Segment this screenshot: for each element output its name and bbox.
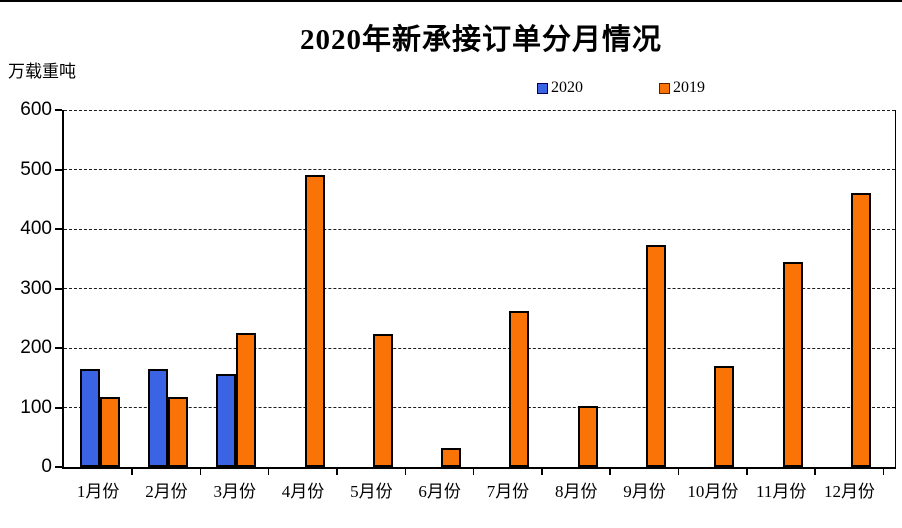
x-axis-label-7月份: 7月份 bbox=[486, 482, 530, 501]
x-axis-label-12月份: 12月份 bbox=[823, 482, 875, 501]
x-axis-tick-mark-8 bbox=[609, 467, 611, 475]
y-axis-unit-label: 万载重吨 bbox=[8, 62, 76, 81]
legend-swatch-2020-icon bbox=[537, 82, 548, 94]
y-axis-tick-label-500: 500 bbox=[20, 158, 52, 180]
y-axis-tick-label-600: 600 bbox=[20, 99, 52, 120]
y-axis-tick-mark-100 bbox=[55, 406, 62, 409]
y-axis-tick-label-300: 300 bbox=[20, 277, 52, 299]
bar-2020-3月份 bbox=[216, 373, 237, 467]
gridline-400 bbox=[64, 228, 895, 230]
y-axis-tick-label-0: 0 bbox=[41, 456, 52, 477]
legend-swatch-2019-icon bbox=[659, 82, 670, 94]
y-axis-tick-label-200: 200 bbox=[20, 337, 52, 358]
x-axis-label-1月份: 1月份 bbox=[76, 482, 120, 501]
y-axis-tick-label-100: 100 bbox=[20, 396, 52, 418]
x-axis-tick-mark-11 bbox=[814, 467, 816, 475]
y-axis-tick-label-400: 400 bbox=[20, 218, 52, 239]
y-axis-tick-mark-200 bbox=[55, 347, 62, 349]
x-axis-tick-mark-5 bbox=[404, 467, 406, 475]
x-axis-label-4月份: 4月份 bbox=[281, 482, 325, 501]
y-axis-tick-mark-300 bbox=[55, 287, 62, 290]
bar-2019-1月份 bbox=[99, 397, 120, 467]
chart-title: 2020年新承接订单分月情况 bbox=[299, 24, 662, 56]
x-axis-tick-mark-2 bbox=[199, 467, 202, 475]
plot-area: 0 100 200 300 400 500 600 1月份 2月份 3月份 4月份 5月份 6月份 7月份… bbox=[20, 99, 896, 501]
y-axis-tick-mark-500 bbox=[55, 168, 62, 171]
bar-2019-6月份 bbox=[441, 447, 462, 467]
bar-2020-1月份 bbox=[79, 368, 100, 467]
bar-2019-5月份 bbox=[372, 334, 393, 467]
x-axis-tick-mark-1 bbox=[131, 467, 133, 475]
gridline-100 bbox=[64, 407, 895, 408]
x-axis-tick-mark-3 bbox=[267, 467, 270, 475]
bar-2020-2月份 bbox=[147, 368, 168, 467]
top-border-line bbox=[0, 0, 902, 2]
x-axis-tick-mark-4 bbox=[336, 467, 338, 475]
bar-2019-11月份 bbox=[782, 261, 803, 467]
gridline-200 bbox=[64, 347, 895, 349]
bar-2019-2月份 bbox=[167, 397, 188, 467]
gridline-600 bbox=[64, 109, 895, 111]
bar-2019-12月份 bbox=[850, 192, 871, 467]
y-axis-tick-mark-400 bbox=[55, 228, 62, 230]
x-axis-tick-mark-6 bbox=[472, 467, 475, 475]
bar-2019-9月份 bbox=[646, 245, 667, 467]
legend-item-2020: 2020 bbox=[537, 79, 583, 96]
legend-item-2019: 2019 bbox=[659, 79, 705, 96]
y-axis-tick-mark-0 bbox=[55, 466, 62, 468]
bar-2019-4月份 bbox=[304, 175, 325, 467]
bar-2019-3月份 bbox=[236, 333, 257, 467]
x-axis-tick-mark-7 bbox=[541, 467, 543, 475]
x-axis-label-5月份: 5月份 bbox=[350, 482, 393, 501]
x-axis-tick-mark-10 bbox=[746, 467, 748, 475]
x-axis-label-3月份: 3月份 bbox=[213, 482, 256, 501]
bar-2019-7月份 bbox=[509, 310, 530, 467]
bar-2019-8月份 bbox=[577, 406, 598, 467]
x-axis-tick-mark-9 bbox=[677, 467, 680, 475]
gridline-500 bbox=[64, 169, 895, 170]
legend-label-2020: 2020 bbox=[551, 79, 583, 96]
x-axis-label-6月份: 6月份 bbox=[418, 482, 461, 501]
x-axis-label-11月份: 11月份 bbox=[755, 482, 807, 501]
bar-2019-10月份 bbox=[714, 365, 735, 467]
x-axis-label-9月份: 9月份 bbox=[623, 482, 666, 501]
x-axis-label-8月份: 8月份 bbox=[554, 482, 598, 501]
x-axis-label-2月份: 2月份 bbox=[145, 482, 188, 501]
gridline-300 bbox=[64, 288, 895, 289]
legend-label-2019: 2019 bbox=[673, 79, 705, 96]
y-axis-tick-mark-600 bbox=[55, 109, 62, 111]
x-axis-tick-mark-12 bbox=[882, 467, 885, 475]
x-axis-label-10月份: 10月份 bbox=[687, 482, 739, 501]
